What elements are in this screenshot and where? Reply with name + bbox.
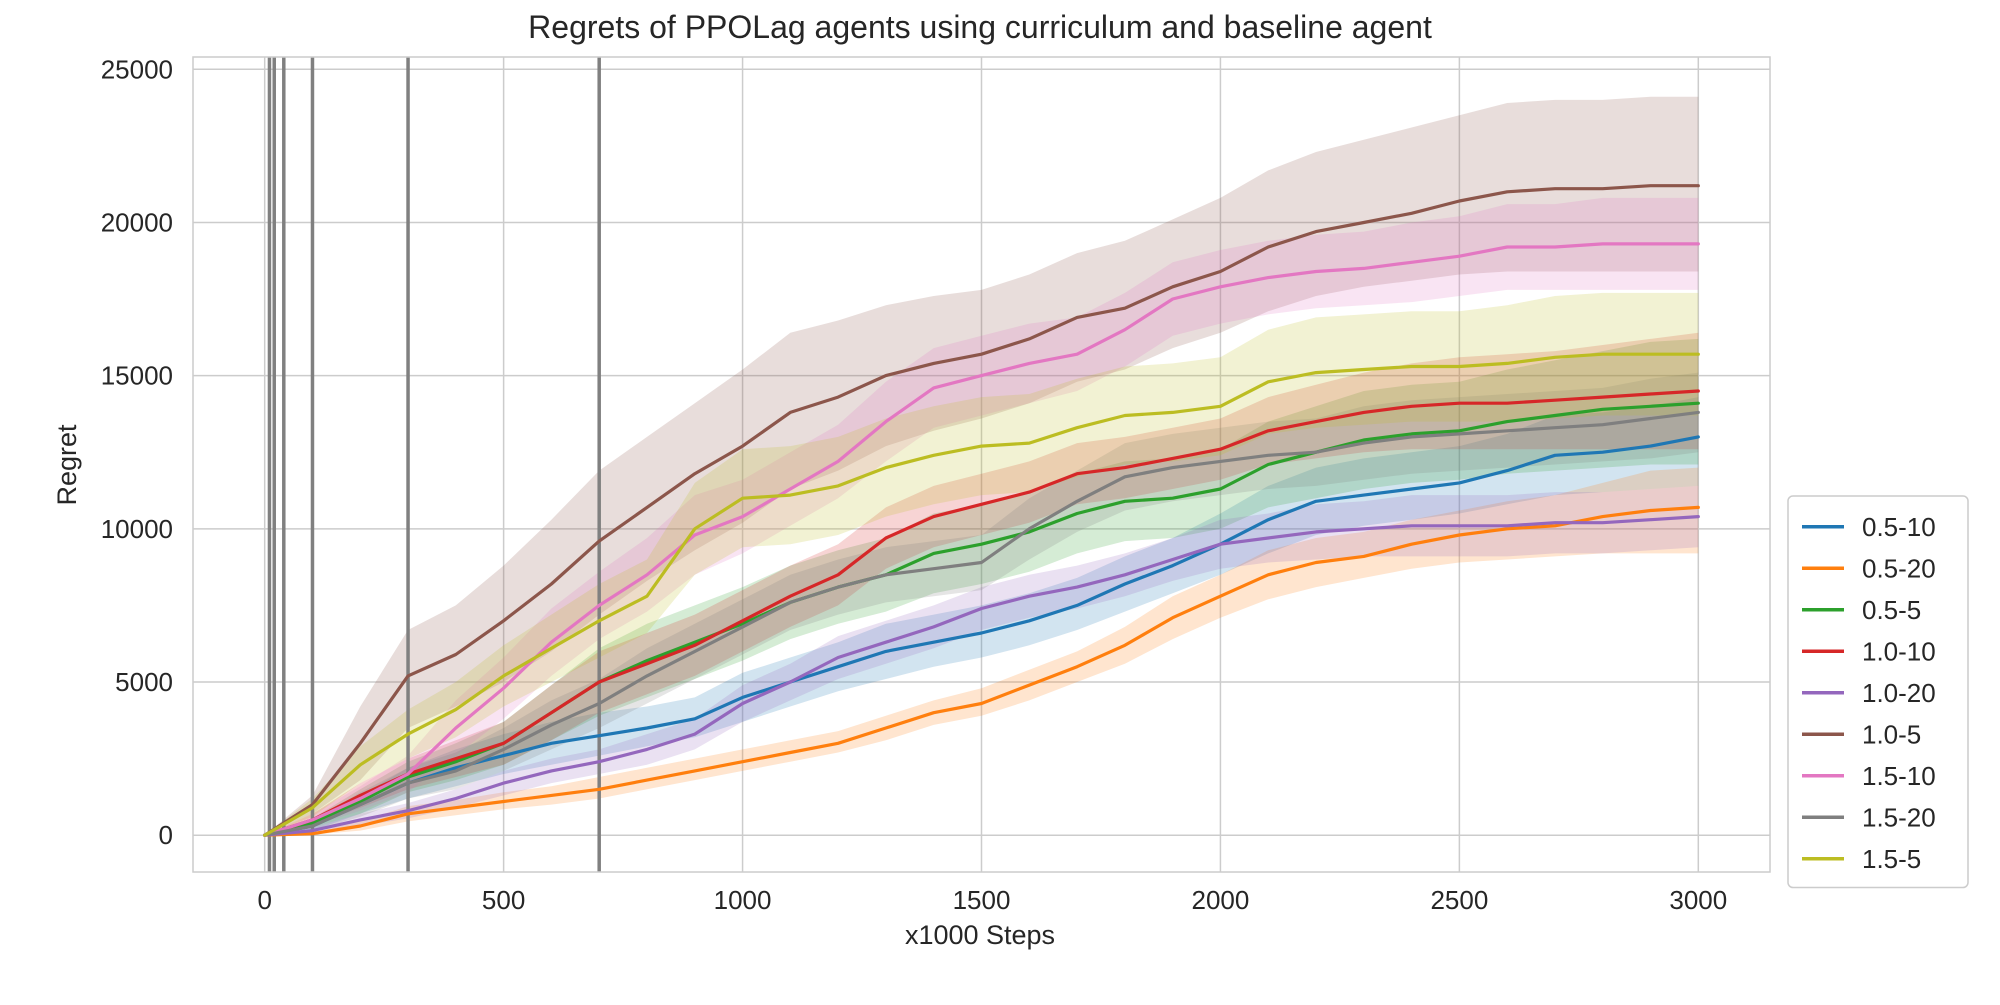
legend-label: 0.5-5 [1862, 595, 1921, 625]
x-tick-label: 1500 [953, 885, 1011, 915]
x-tick-label: 3000 [1669, 885, 1727, 915]
legend-box [1787, 495, 1969, 889]
confidence-band-1.0-20 [264, 485, 1699, 836]
legend-label: 1.0-10 [1862, 636, 1936, 666]
series-line-0.5-10 [263, 435, 1700, 837]
x-tick-label: 0 [257, 885, 271, 915]
legend-label: 1.5-10 [1862, 761, 1936, 791]
series-lines [263, 184, 1700, 837]
y-tick-label: 10000 [101, 514, 173, 544]
legend-label: 1.0-20 [1862, 678, 1936, 708]
legend-label: 1.5-20 [1862, 802, 1936, 832]
x-tick-label: 500 [482, 885, 525, 915]
series-line-1.5-5 [263, 352, 1700, 837]
confidence-band-0.5-5 [264, 338, 1699, 836]
x-tick-label: 2000 [1192, 885, 1250, 915]
series-line-1.5-20 [263, 410, 1700, 837]
legend-label: 0.5-20 [1862, 553, 1936, 583]
confidence-band-1.0-5 [264, 96, 1699, 836]
series-line-1.5-10 [263, 242, 1700, 837]
confidence-band-1.5-5 [264, 292, 1699, 836]
x-axis-title: x1000 Steps [905, 920, 1055, 950]
series-line-0.5-20 [263, 505, 1700, 837]
legend: 0.5-10 0.5-20 0.5-5 1.0-10 1.0-20 1.0-5 1.5-10… [1787, 495, 1969, 889]
series-line-1.0-10 [263, 389, 1700, 837]
y-tick-label: 20000 [101, 207, 173, 237]
y-tick-label: 5000 [115, 667, 173, 697]
plot-area-frame [192, 56, 1771, 873]
series-line-1.0-5 [263, 184, 1700, 837]
legend-label: 0.5-10 [1862, 512, 1936, 542]
series-line-1.0-20 [263, 514, 1700, 837]
legend-label: 1.5-5 [1862, 844, 1921, 874]
x-axis-ticks: 0 500 1000 1500 2000 2500 3000 [257, 885, 1727, 915]
chart-title: Regrets of PPOLag agents using curriculu… [528, 9, 1432, 45]
y-axis-title: Regret [52, 424, 82, 506]
x-tick-label: 1000 [714, 885, 772, 915]
curriculum-markers [267, 57, 601, 872]
x-tick-label: 2500 [1430, 885, 1488, 915]
y-tick-label: 25000 [101, 54, 173, 84]
y-tick-label: 15000 [101, 361, 173, 391]
y-axis-ticks: 0 5000 10000 15000 20000 25000 [101, 54, 173, 850]
y-tick-label: 0 [159, 820, 173, 850]
confidence-band-0.5-10 [264, 397, 1699, 836]
legend-label: 1.0-5 [1862, 719, 1921, 749]
